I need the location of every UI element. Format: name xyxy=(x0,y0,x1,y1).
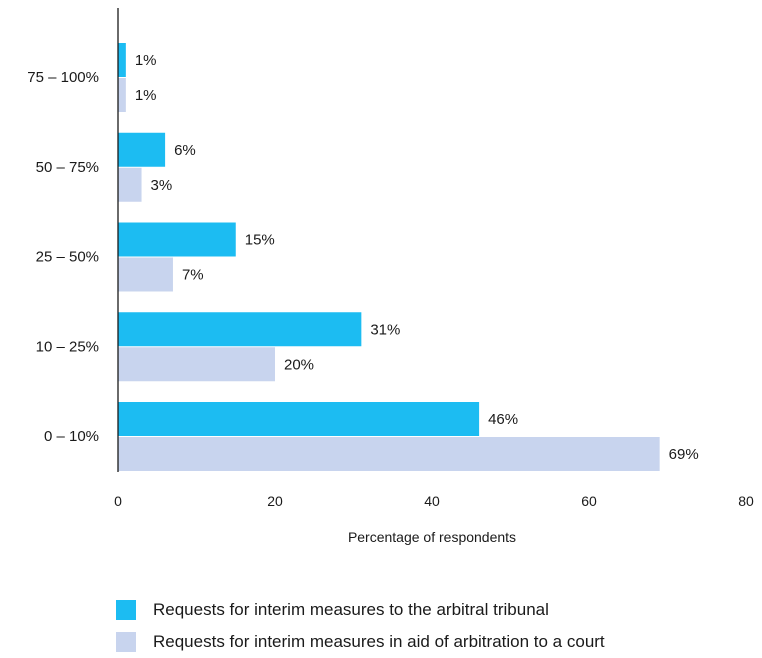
x-tick-label: 0 xyxy=(114,493,122,509)
category-label: 75 – 100% xyxy=(27,69,99,86)
bar-chart: 1% 1% 6% 3% 15% 7% 31% 20% 46% 69% 75 – 100% 50 – … xyxy=(27,8,754,545)
legend-swatch-tribunal xyxy=(116,600,136,620)
legend-swatch-court xyxy=(116,632,136,652)
x-tick-labels-group: 0 20 40 60 80 xyxy=(114,493,754,509)
bar-tribunal-4 xyxy=(118,402,480,436)
bar-tribunal-1 xyxy=(118,132,166,167)
x-tick-label: 80 xyxy=(738,493,754,509)
x-tick-label: 60 xyxy=(581,493,597,509)
bar-value-label: 3% xyxy=(151,177,173,194)
bar-court-0 xyxy=(118,78,126,112)
x-tick-label: 40 xyxy=(424,493,440,509)
bar-value-label: 6% xyxy=(174,142,196,159)
x-axis-label: Percentage of respondents xyxy=(348,529,516,545)
x-tick-label: 20 xyxy=(267,493,283,509)
bar-value-label: 69% xyxy=(669,446,699,463)
bar-value-label: 20% xyxy=(284,356,314,373)
legend-label-court: Requests for interim measures in aid of … xyxy=(153,632,605,651)
category-labels-group: 75 – 100% 50 – 75% 25 – 50% 10 – 25% 0 – 10% xyxy=(27,69,99,445)
bar-value-label: 7% xyxy=(182,267,204,284)
bar-value-label: 46% xyxy=(488,411,518,428)
bar-court-3 xyxy=(118,347,275,382)
legend-item-tribunal: Requests for interim measures to the arb… xyxy=(116,594,605,626)
bar-court-4 xyxy=(118,437,660,471)
bar-tribunal-3 xyxy=(118,312,362,347)
bar-value-label: 15% xyxy=(245,232,275,249)
category-label: 10 – 25% xyxy=(36,338,99,355)
legend: Requests for interim measures to the arb… xyxy=(116,594,605,658)
bar-value-label: 31% xyxy=(370,321,400,338)
legend-label-tribunal: Requests for interim measures to the arb… xyxy=(153,600,549,619)
bar-court-1 xyxy=(118,167,142,202)
category-label: 0 – 10% xyxy=(44,428,99,445)
category-label: 25 – 50% xyxy=(36,249,99,266)
bar-court-2 xyxy=(118,257,173,292)
bar-value-label: 1% xyxy=(135,87,157,104)
bar-tribunal-0 xyxy=(118,43,126,77)
bar-value-label: 1% xyxy=(135,52,157,69)
bars-group xyxy=(118,43,660,471)
category-label: 50 – 75% xyxy=(36,159,99,176)
bar-labels-group: 1% 1% 6% 3% 15% 7% 31% 20% 46% 69% xyxy=(135,52,699,463)
bar-tribunal-2 xyxy=(118,222,236,257)
legend-item-court: Requests for interim measures in aid of … xyxy=(116,626,605,658)
